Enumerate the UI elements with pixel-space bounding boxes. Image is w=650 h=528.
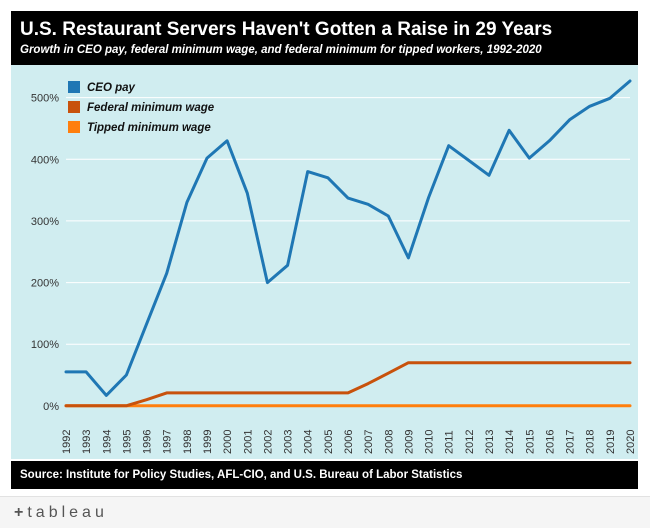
x-tick-label: 2008	[383, 430, 395, 454]
legend-label: Federal minimum wage	[87, 102, 215, 114]
x-tick-label: 1995	[121, 430, 133, 454]
series-line-federal-minimum-wage[interactable]	[64, 361, 632, 408]
legend: CEO pay Federal minimum wage Tipped minimu…	[68, 81, 215, 134]
tableau-mark-icon: +	[14, 504, 24, 521]
x-tick-label: 2011	[444, 430, 456, 454]
x-tick-label: 1994	[101, 430, 113, 454]
x-axis-ticks: 1992 1993 1994 1995 1996 1997 1998 1999 2000 2001…	[61, 430, 637, 454]
x-tick-label: 2009	[403, 430, 415, 454]
x-tick-label: 2014	[504, 430, 516, 454]
legend-swatch	[68, 81, 80, 93]
x-tick-label: 2019	[605, 430, 617, 454]
x-tick-label: 2016	[544, 430, 556, 454]
x-tick-label: 2015	[524, 430, 536, 454]
x-tick-label: 1999	[202, 430, 214, 454]
legend-swatch	[68, 121, 80, 133]
x-tick-label: 2006	[343, 430, 355, 454]
x-tick-label: 2000	[222, 430, 234, 454]
source-text: Source: Institute for Policy Studies, AF…	[20, 469, 463, 481]
x-tick-label: 2001	[242, 430, 254, 454]
x-tick-label: 2017	[565, 430, 577, 454]
x-tick-label: 1993	[81, 430, 93, 454]
series-lines	[64, 79, 632, 408]
y-tick-label: 200%	[31, 278, 59, 290]
x-tick-label: 2002	[262, 430, 274, 454]
x-tick-label: 2003	[283, 430, 295, 454]
x-tick-label: 1997	[162, 430, 174, 454]
x-tick-label: 2020	[625, 430, 637, 454]
chart-subtitle: Growth in CEO pay, federal minimum wage,…	[20, 44, 542, 56]
y-tick-label: 300%	[31, 216, 59, 228]
chart-title: U.S. Restaurant Servers Haven't Gotten a…	[20, 19, 553, 40]
series-line-ceo-pay[interactable]	[64, 79, 632, 397]
x-tick-label: 1996	[142, 430, 154, 454]
line-chart[interactable]: 0%100%200%300%400%500% 1992 1993 1994 1995 1…	[11, 65, 638, 459]
x-tick-label: 2018	[585, 430, 597, 454]
x-tick-label: 2013	[484, 430, 496, 454]
x-tick-label: 2012	[464, 430, 476, 454]
y-tick-label: 0%	[43, 401, 59, 413]
y-axis-ticks: 0% 100% 200% 300% 400% 500%	[31, 93, 59, 413]
x-tick-label: 1998	[182, 430, 194, 454]
x-tick-label: 2010	[424, 430, 436, 454]
y-tick-label: 400%	[31, 154, 59, 166]
tableau-wordmark: tableau	[27, 504, 108, 521]
x-tick-label: 2007	[363, 430, 375, 454]
x-tick-label: 2005	[323, 430, 335, 454]
source-bar: Source: Institute for Policy Studies, AF…	[11, 461, 638, 489]
x-tick-label: 1992	[61, 430, 73, 454]
y-tick-label: 500%	[31, 93, 59, 105]
legend-swatch	[68, 101, 80, 113]
x-tick-label: 2004	[303, 430, 315, 454]
plot-area: 0% 100% 200% 300% 400% 500% 1992 1993 1994 1995 1…	[11, 65, 638, 459]
legend-label: CEO pay	[87, 82, 136, 94]
tableau-logo[interactable]: + tableau	[14, 503, 108, 523]
chart-header: U.S. Restaurant Servers Haven't Gotten a…	[11, 11, 638, 65]
footer: + tableau	[0, 496, 650, 528]
y-tick-label: 100%	[31, 339, 59, 351]
legend-label: Tipped minimum wage	[87, 122, 211, 134]
